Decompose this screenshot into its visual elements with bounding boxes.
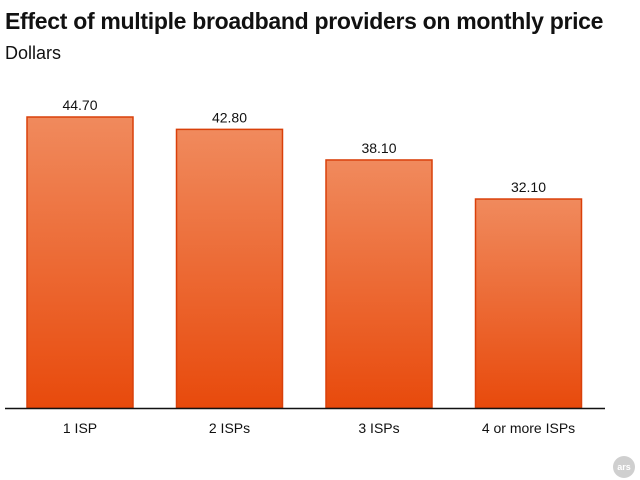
chart-title: Effect of multiple broadband providers o… xyxy=(5,8,604,34)
category-tick-label: 4 or more ISPs xyxy=(482,420,575,436)
category-tick-label: 3 ISPs xyxy=(358,420,399,436)
data-label: 38.10 xyxy=(361,140,396,156)
bar xyxy=(325,159,433,409)
bar xyxy=(474,198,583,409)
category-tick-label: 2 ISPs xyxy=(209,420,250,436)
ars-logo: ars xyxy=(613,456,635,478)
bar xyxy=(26,116,134,409)
chart-subtitle: Dollars xyxy=(5,43,62,63)
bar xyxy=(175,128,284,409)
category-tick-label: 1 ISP xyxy=(63,420,97,436)
data-label: 42.80 xyxy=(212,109,247,125)
data-label: 32.10 xyxy=(511,179,546,195)
data-label: 44.70 xyxy=(62,97,97,113)
